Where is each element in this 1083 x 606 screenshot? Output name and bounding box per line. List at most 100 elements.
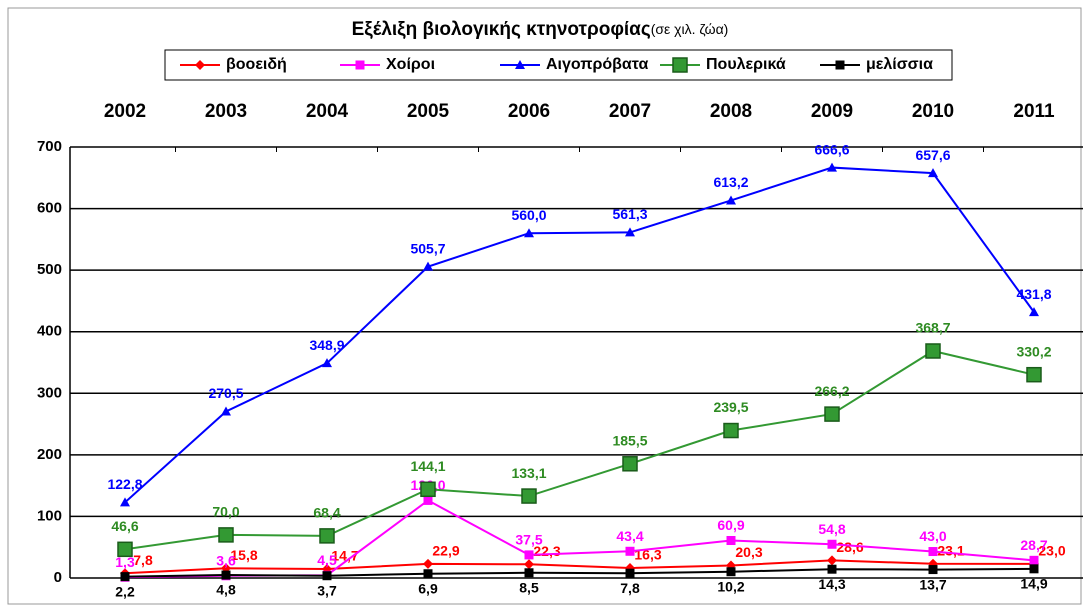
marker: [423, 569, 433, 579]
marker: [824, 406, 840, 422]
x-tick-label: 2011: [1013, 101, 1055, 122]
marker: [1029, 555, 1039, 565]
x-tick-label: 2005: [407, 101, 450, 122]
data-label: 613,2: [713, 174, 748, 190]
data-label: 6,9: [418, 580, 438, 596]
series-line: [124, 349, 1035, 551]
data-label: 28,6: [836, 539, 863, 555]
data-label: 46,6: [111, 518, 138, 534]
data-label: 68,4: [313, 505, 340, 521]
data-label: 10,2: [717, 578, 744, 594]
marker: [827, 162, 837, 172]
data-label: 505,7: [410, 240, 445, 256]
data-label: 3,6: [216, 552, 236, 568]
y-tick-label: 500: [37, 261, 62, 278]
data-label: 122,8: [107, 476, 142, 492]
data-label: 22,9: [432, 543, 459, 559]
series-line: [124, 166, 1035, 504]
data-label: 266,2: [814, 383, 849, 399]
data-label: 657,6: [915, 147, 950, 163]
data-label: 348,9: [309, 337, 344, 353]
marker: [827, 564, 837, 574]
data-label: 14,3: [818, 576, 845, 592]
data-label: 23,1: [937, 542, 964, 558]
marker: [221, 570, 231, 580]
marker: [221, 406, 231, 416]
x-tick-label: 2002: [104, 101, 146, 122]
data-label: 54,8: [818, 521, 845, 537]
marker: [322, 358, 332, 368]
x-tick-label: 2004: [306, 101, 349, 122]
data-label: 7,8: [620, 580, 640, 596]
data-label: 239,5: [713, 399, 748, 415]
data-label: 133,1: [511, 465, 546, 481]
marker: [925, 343, 941, 359]
data-label: 1,3: [115, 554, 135, 570]
marker: [928, 168, 938, 178]
x-tick-label: 2009: [811, 101, 853, 122]
x-tick-label: 2007: [609, 101, 651, 122]
marker: [726, 567, 736, 577]
y-tick-label: 700: [37, 138, 62, 155]
data-label: 20,3: [735, 544, 762, 560]
marker: [928, 565, 938, 575]
data-label: 70,0: [212, 504, 239, 520]
data-label: 431,8: [1016, 286, 1051, 302]
marker: [120, 572, 130, 582]
x-tick-label: 2006: [508, 101, 550, 122]
marker: [524, 228, 534, 238]
y-tick-label: 600: [37, 200, 62, 217]
marker: [120, 497, 130, 507]
legend-label: Αιγοπρόβατα: [546, 56, 648, 73]
marker: [827, 555, 837, 566]
legend-label: Πουλερικά: [706, 56, 786, 73]
data-label: 666,6: [814, 141, 849, 157]
marker: [524, 568, 534, 578]
y-tick-label: 0: [54, 569, 62, 586]
series-line: [124, 567, 1035, 578]
marker: [1029, 307, 1039, 317]
y-tick-label: 100: [37, 507, 62, 524]
chart-frame: [7, 7, 1082, 605]
marker: [625, 546, 635, 556]
marker: [1029, 564, 1039, 574]
data-label: 4,5: [317, 552, 337, 568]
legend-label: Χοίροι: [386, 56, 435, 73]
marker: [420, 481, 436, 498]
marker: [423, 558, 433, 569]
x-tick-label: 2010: [912, 101, 954, 122]
subtitle-text: (σε χιλ. ζώα): [651, 21, 729, 37]
data-label: 3,7: [317, 582, 337, 598]
data-label: 15,8: [230, 547, 257, 563]
data-label: 43,0: [919, 528, 946, 544]
data-label: 60,9: [717, 517, 744, 533]
y-tick-label: 300: [37, 384, 62, 401]
title-text: Εξέλιξη βιολογικής κτηνοτροφίας: [352, 19, 651, 40]
y-tick-label: 400: [37, 323, 62, 340]
series-line: [124, 559, 1035, 575]
marker: [622, 456, 638, 472]
marker: [1026, 366, 1042, 383]
marker: [726, 195, 736, 205]
data-label: 28,7: [1020, 537, 1047, 553]
data-label: 560,0: [511, 207, 546, 223]
data-label: 37,5: [515, 532, 542, 548]
marker: [218, 527, 234, 543]
data-label: 368,7: [915, 320, 950, 336]
data-label: 185,5: [612, 432, 647, 448]
data-label: 13,7: [919, 576, 946, 592]
data-label: 144,1: [410, 458, 445, 474]
data-label: 14,9: [1020, 576, 1047, 592]
data-label: 561,3: [612, 206, 647, 222]
marker: [322, 571, 332, 581]
marker: [835, 60, 845, 70]
marker: [723, 422, 739, 439]
chart-title: Εξέλιξη βιολογικής κτηνοτροφίας(σε χιλ. …: [352, 19, 729, 40]
marker: [423, 261, 433, 271]
marker: [423, 495, 433, 505]
legend-label: βοοειδή: [226, 56, 287, 73]
marker: [355, 60, 365, 70]
marker: [319, 528, 335, 544]
marker: [515, 60, 525, 69]
